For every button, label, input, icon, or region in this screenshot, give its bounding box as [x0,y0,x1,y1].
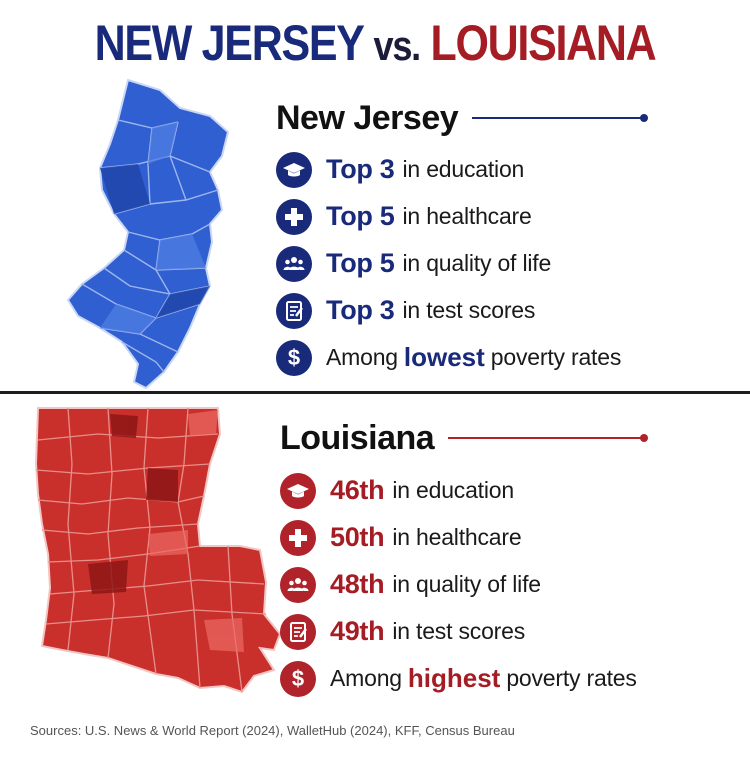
louisiana-map [34,407,282,694]
rank-label: in healthcare [402,203,532,229]
dollar-icon: $ [276,339,312,376]
list-item: 49th in test scores [280,608,740,655]
rank-value: 46th [330,475,385,505]
rank-label: in test scores [392,618,526,644]
title-louisiana: LOUISIANA [430,15,657,71]
medical-cross-icon [276,198,312,235]
list-item: 50th in healthcare [280,514,740,561]
dollar-icon: $ [280,660,316,697]
list-item: Top 3 in education [276,146,736,193]
rank-value: Top 5 [326,201,395,231]
title-new-jersey: NEW JERSEY [94,15,365,71]
people-group-icon [280,566,316,603]
rank-value: Top 5 [326,248,395,278]
rank-label: in test scores [402,297,536,323]
poverty-emphasis: lowest [403,342,485,372]
rank-label: in education [402,156,525,182]
medical-cross-icon [280,519,316,556]
rank-value: Top 3 [326,295,395,325]
rank-label: in education [392,477,514,503]
test-document-icon [276,292,312,329]
new-jersey-section: New Jersey Top 3 in education Top 5 in h… [276,96,736,381]
list-item: $ Among highest poverty rates [280,655,740,702]
page-title: NEW JERSEY vs. LOUISIANA [53,12,698,77]
rank-label: in quality of life [402,250,552,276]
poverty-pre: Among [326,344,398,370]
rank-value: Top 3 [326,154,395,184]
header-rule [448,434,649,442]
poverty-emphasis: highest [407,663,501,693]
poverty-pre: Among [330,665,402,691]
list-item: 46th in education [280,467,740,514]
rank-value: 50th [330,522,385,552]
rank-value: 49th [330,616,385,646]
list-item: $ Among lowest poverty rates [276,334,736,381]
louisiana-heading: Louisiana [280,418,435,457]
sources-footnote: Sources: U.S. News & World Report (2024)… [30,723,515,738]
louisiana-section: Louisiana 46th in education 50th in heal… [280,416,740,702]
title-vs: vs. [373,22,422,69]
new-jersey-heading: New Jersey [276,98,459,137]
new-jersey-header: New Jersey [276,96,736,140]
new-jersey-map [66,78,230,390]
poverty-post: poverty rates [506,665,637,691]
rank-label: in healthcare [392,524,522,550]
graduation-cap-icon [280,472,316,509]
poverty-post: poverty rates [490,344,622,370]
test-document-icon [280,613,316,650]
louisiana-header: Louisiana [280,416,740,460]
new-jersey-stats: Top 3 in education Top 5 in healthcare T… [276,146,736,381]
list-item: Top 5 in healthcare [276,193,736,240]
rank-value: 48th [330,569,385,599]
section-divider [0,391,750,394]
people-group-icon [276,245,312,282]
graduation-cap-icon [276,151,312,188]
list-item: Top 5 in quality of life [276,240,736,287]
list-item: Top 3 in test scores [276,287,736,334]
header-rule [472,114,649,122]
rank-label: in quality of life [392,571,541,597]
louisiana-stats: 46th in education 50th in healthcare 48t… [280,467,740,702]
list-item: 48th in quality of life [280,561,740,608]
